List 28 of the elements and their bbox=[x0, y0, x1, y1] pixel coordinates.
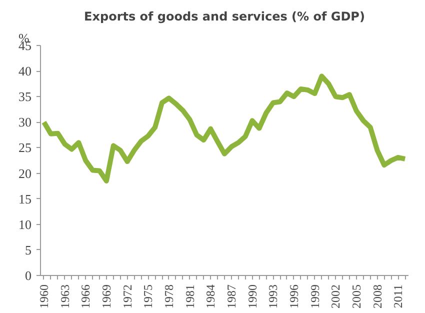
y-tick-label: 15 bbox=[18, 191, 32, 206]
x-tick-label: 1996 bbox=[286, 284, 301, 308]
y-tick-label: 10 bbox=[18, 216, 32, 232]
y-tick-label: 40 bbox=[18, 64, 32, 79]
x-tick-label: 2011 bbox=[391, 284, 406, 308]
y-tick-label: 20 bbox=[18, 166, 32, 181]
x-tick-label: 1969 bbox=[99, 284, 114, 308]
x-tick-label: 1987 bbox=[224, 284, 238, 308]
x-tick-label: 1966 bbox=[78, 284, 93, 308]
chart-title: Exports of goods and services (% of GDP) bbox=[84, 10, 365, 24]
x-tick-label: 2005 bbox=[349, 284, 364, 308]
x-tick-label: 1975 bbox=[141, 284, 156, 308]
x-tick-label: 1978 bbox=[162, 284, 176, 308]
x-tick-label: 2008 bbox=[370, 284, 384, 308]
x-tick-label: 1960 bbox=[36, 284, 51, 308]
x-tick-label: 1990 bbox=[245, 284, 260, 308]
x-tick-label: 1999 bbox=[308, 284, 322, 308]
x-tick-label: 1972 bbox=[120, 284, 134, 308]
x-tick-label: 1984 bbox=[204, 284, 218, 308]
y-tick-label: 0 bbox=[25, 268, 32, 283]
x-tick-label: 1981 bbox=[182, 284, 197, 308]
x-tick-label: 1963 bbox=[58, 284, 72, 308]
x-tick-label: 1993 bbox=[266, 284, 280, 308]
y-tick-label: 35 bbox=[18, 89, 32, 104]
x-tick-label: 2002 bbox=[328, 284, 343, 308]
y-tick-label: 30 bbox=[18, 114, 32, 130]
y-tick-label: 5 bbox=[25, 242, 32, 258]
y-tick-label: 25 bbox=[18, 140, 32, 156]
